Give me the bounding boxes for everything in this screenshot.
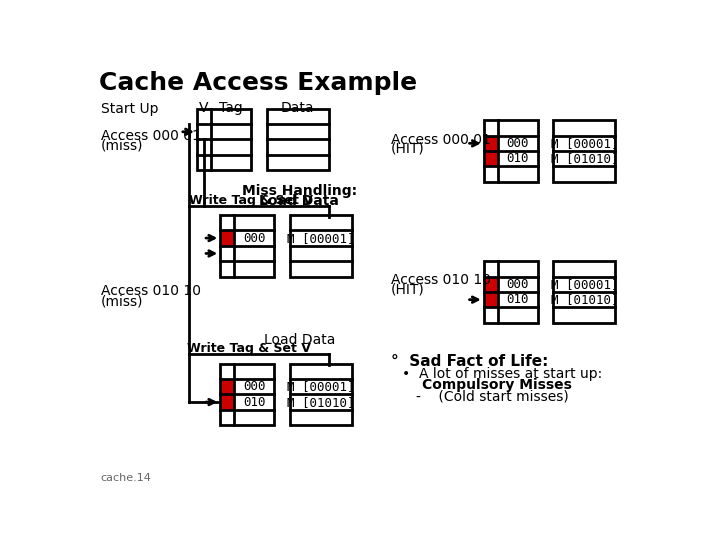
Bar	[220, 363, 274, 425]
Text: Access 000 01: Access 000 01	[391, 132, 490, 146]
Text: M [01010]: M [01010]	[287, 396, 355, 409]
Text: (miss): (miss)	[101, 139, 143, 153]
Text: M [01010]: M [01010]	[551, 152, 618, 165]
Bar	[554, 261, 616, 323]
Bar	[484, 151, 498, 166]
Bar	[484, 276, 498, 292]
Bar	[484, 120, 538, 182]
Bar	[484, 292, 498, 307]
Text: M [00001]: M [00001]	[287, 232, 355, 245]
Text: •  A lot of misses at start up:: • A lot of misses at start up:	[402, 367, 603, 381]
Text: Cache Access Example: Cache Access Example	[99, 71, 418, 95]
Bar	[220, 394, 234, 410]
Text: 010: 010	[507, 152, 529, 165]
Text: 000: 000	[243, 232, 266, 245]
Text: Access 010 10: Access 010 10	[101, 284, 201, 298]
Text: Tag: Tag	[219, 101, 243, 115]
Text: Access 010 10: Access 010 10	[391, 273, 491, 287]
Bar	[484, 136, 498, 151]
Bar	[266, 109, 329, 170]
Text: M [00001]: M [00001]	[287, 380, 355, 393]
Text: V: V	[199, 101, 209, 115]
Bar	[197, 109, 251, 170]
Bar	[484, 261, 538, 323]
Text: M [00001]: M [00001]	[551, 137, 618, 150]
Bar	[220, 231, 234, 246]
Bar	[220, 215, 274, 276]
Text: (HIT): (HIT)	[391, 142, 425, 156]
Text: 000: 000	[243, 380, 266, 393]
Text: Data: Data	[281, 101, 315, 115]
Text: -    (Cold start misses): - (Cold start misses)	[415, 390, 568, 404]
Text: (miss): (miss)	[101, 294, 143, 308]
Text: Load Data: Load Data	[264, 333, 335, 347]
Text: M [00001]: M [00001]	[551, 278, 618, 291]
Text: 000: 000	[507, 278, 529, 291]
Text: cache.14: cache.14	[101, 473, 152, 483]
Bar	[290, 215, 352, 276]
Text: °  Sad Fact of Life:: ° Sad Fact of Life:	[391, 354, 548, 368]
Text: 010: 010	[243, 396, 266, 409]
Text: Miss Handling:: Miss Handling:	[242, 184, 357, 198]
Text: M [01010]: M [01010]	[551, 293, 618, 306]
Text: Write Tag & Set V: Write Tag & Set V	[189, 194, 313, 207]
Text: (HIT): (HIT)	[391, 283, 425, 296]
Text: 010: 010	[507, 293, 529, 306]
Text: 000: 000	[507, 137, 529, 150]
Text: Write Tag & Set V: Write Tag & Set V	[187, 342, 311, 355]
Text: Access 000 01: Access 000 01	[101, 129, 201, 143]
Text: Compulsory Misses: Compulsory Misses	[422, 378, 572, 392]
Text: Start Up: Start Up	[101, 102, 158, 116]
Bar	[290, 363, 352, 425]
Bar	[220, 379, 234, 394]
Text: Load Data: Load Data	[259, 194, 339, 208]
Bar	[554, 120, 616, 182]
